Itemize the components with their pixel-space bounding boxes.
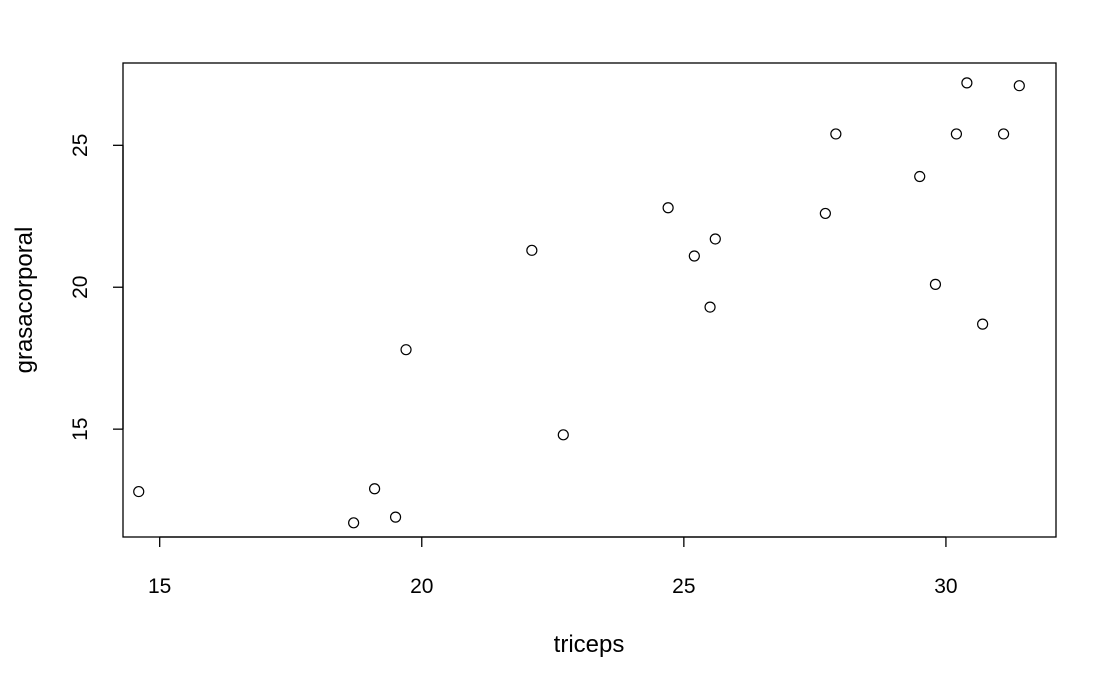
data-point (1013, 80, 1025, 92)
data-point (526, 244, 538, 256)
data-point (368, 483, 381, 495)
plot-frame (122, 62, 1057, 538)
data-point (348, 517, 360, 529)
data-point (557, 429, 569, 441)
data-point (914, 170, 926, 183)
x-tick-label: 30 (934, 575, 957, 598)
y-tick-label: 20 (69, 276, 92, 299)
data-point (133, 485, 145, 498)
x-tick-label: 15 (148, 575, 171, 598)
data-point (977, 318, 989, 330)
data-point (704, 301, 716, 313)
data-point (662, 202, 674, 214)
y-axis: 15 20 25 (69, 134, 124, 441)
y-axis-label: grasacorporal (11, 227, 38, 374)
data-point (961, 77, 973, 89)
x-axis-label: triceps (554, 631, 625, 658)
x-axis: 15 20 25 30 (148, 536, 958, 598)
y-tick-label: 15 (69, 417, 92, 440)
data-point (819, 207, 831, 220)
data-point (929, 278, 942, 290)
data-points (133, 77, 1025, 529)
data-point (830, 128, 842, 140)
x-tick-label: 25 (672, 575, 695, 598)
data-point (950, 128, 963, 140)
y-tick-label: 25 (69, 134, 92, 157)
data-point (389, 511, 402, 523)
x-tick-label: 20 (410, 575, 433, 598)
data-point (400, 344, 412, 356)
data-point (709, 233, 721, 245)
data-point (997, 128, 1010, 140)
data-point (688, 250, 700, 262)
